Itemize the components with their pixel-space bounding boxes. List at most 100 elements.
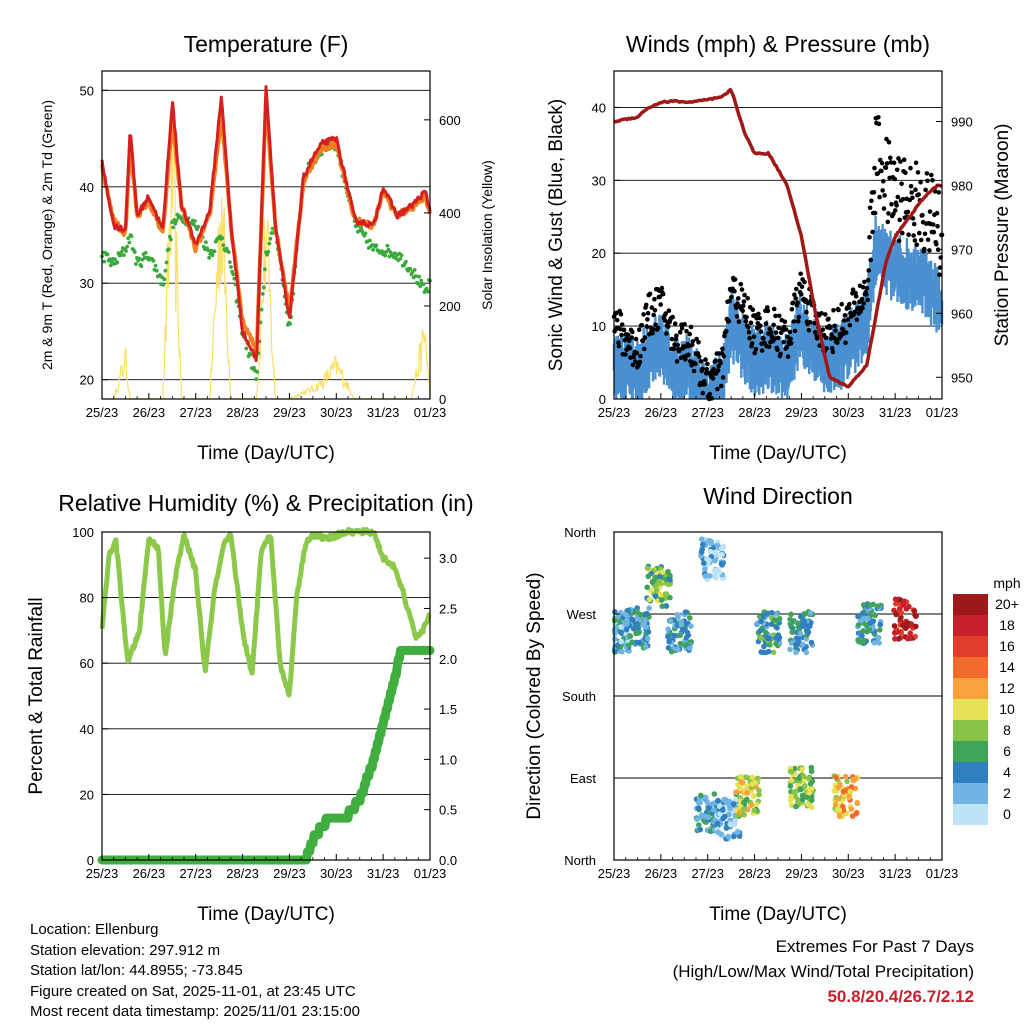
dewpoint-point <box>196 224 201 229</box>
wind-direction-point <box>774 625 780 631</box>
gust-point <box>868 257 873 263</box>
wind-direction-point <box>808 764 815 771</box>
gust-point <box>621 327 627 333</box>
wind-direction-point <box>645 629 652 635</box>
x-tick-label-3: 31/23 <box>879 866 912 881</box>
wind-direction-point <box>667 577 673 583</box>
gust-point <box>903 170 908 175</box>
wind-direction-point <box>683 634 690 641</box>
gust-point <box>663 311 668 316</box>
gust-point <box>739 287 745 292</box>
wind-direction-point <box>877 621 883 628</box>
wind-direction-point <box>719 562 725 568</box>
gust-point <box>781 339 786 345</box>
wind-direction-title: Wind Direction <box>703 483 853 509</box>
wind-direction-point <box>623 611 629 618</box>
gust-point <box>636 327 642 333</box>
colorbar-label: 0 <box>1003 806 1011 822</box>
gust-point <box>655 325 661 331</box>
gust-point <box>843 330 849 335</box>
gust-point <box>696 354 702 360</box>
extremes-box: Extremes For Past 7 Days (High/Low/Max W… <box>673 934 974 1009</box>
wind-direction-point <box>696 822 702 828</box>
gust-point <box>796 314 802 320</box>
gust-point <box>758 323 763 329</box>
gust-point <box>638 354 643 359</box>
gust-point <box>619 332 624 338</box>
gust-point <box>909 190 914 195</box>
gust-point <box>864 292 869 297</box>
wind-direction-point <box>748 802 755 808</box>
wind-direction-point <box>668 649 675 655</box>
y-tick-label-0: 30 <box>80 276 94 291</box>
y-tick-label-3: North <box>564 525 596 540</box>
wind-direction-point <box>770 649 777 656</box>
gust-point <box>672 321 678 327</box>
wind-direction-point <box>707 548 714 555</box>
gust-point <box>718 360 723 366</box>
gust-point <box>899 181 904 187</box>
gust-point <box>683 357 688 362</box>
wind-direction-point <box>682 609 689 615</box>
gust-point <box>858 309 863 314</box>
humidity-line <box>99 526 432 698</box>
x-tick-label-1: 01/23 <box>926 405 959 420</box>
dewpoint-point <box>371 248 375 252</box>
gust-point <box>872 165 877 171</box>
gust-point <box>925 237 931 242</box>
wind-direction-point <box>788 611 794 618</box>
wind-direction-point <box>809 797 815 803</box>
gust-point <box>673 337 679 342</box>
wind-direction-point <box>758 649 764 655</box>
wind-direction-point <box>855 613 861 620</box>
dewpoint-point <box>254 377 259 381</box>
colorbar-label: 20+ <box>995 596 1019 612</box>
wind-direction-point <box>773 640 779 647</box>
wind-direction-point <box>766 648 772 655</box>
gust-point <box>771 306 777 312</box>
colorbar-swatch <box>953 720 988 741</box>
gust-point <box>765 308 771 314</box>
wind-direction-point <box>684 629 691 636</box>
wind-direction-point <box>718 831 725 838</box>
gust-point <box>707 391 713 397</box>
wind-direction-point <box>726 811 732 818</box>
wind-direction-point <box>733 789 739 795</box>
gust-point <box>642 335 648 340</box>
gust-point <box>732 277 738 282</box>
humidity-y-axis-title: Percent & Total Rainfall <box>26 597 47 794</box>
gust-point <box>935 223 940 229</box>
dewpoint-point <box>229 265 233 269</box>
x-tick-label-2: 30/23 <box>320 866 353 881</box>
gust-point <box>892 176 897 182</box>
gust-point <box>831 308 836 313</box>
wind-direction-point <box>624 621 630 627</box>
gust-point <box>634 350 639 356</box>
wind-direction-point <box>713 575 719 581</box>
gust-point <box>744 314 749 320</box>
gust-point <box>616 340 621 346</box>
y2-tick-label-2: 1.5 <box>439 702 457 717</box>
y-tick-label-1: 40 <box>592 100 606 115</box>
colorbar-label: 12 <box>999 680 1015 696</box>
wind-direction-point <box>704 798 710 805</box>
wind-direction-point <box>802 622 809 628</box>
wind-direction-point <box>618 624 624 630</box>
wind-direction-point <box>644 565 651 571</box>
gust-point <box>804 309 809 315</box>
colorbar-label: 6 <box>1003 743 1011 759</box>
gust-point <box>644 324 650 329</box>
gust-point <box>790 300 796 306</box>
x-tick-label-1: 29/23 <box>785 405 818 420</box>
wind-direction-point <box>799 792 806 799</box>
wind-direction-point <box>634 621 640 627</box>
wind-direction-point <box>643 644 649 650</box>
wind-direction-point <box>898 630 904 636</box>
gust-point <box>876 115 881 120</box>
dewpoint-point <box>226 250 231 255</box>
wind-direction-point <box>617 629 624 636</box>
gust-point <box>884 136 889 142</box>
dewpoint-point <box>154 268 159 273</box>
gust-point <box>843 340 848 346</box>
wind-direction-point <box>875 634 882 641</box>
